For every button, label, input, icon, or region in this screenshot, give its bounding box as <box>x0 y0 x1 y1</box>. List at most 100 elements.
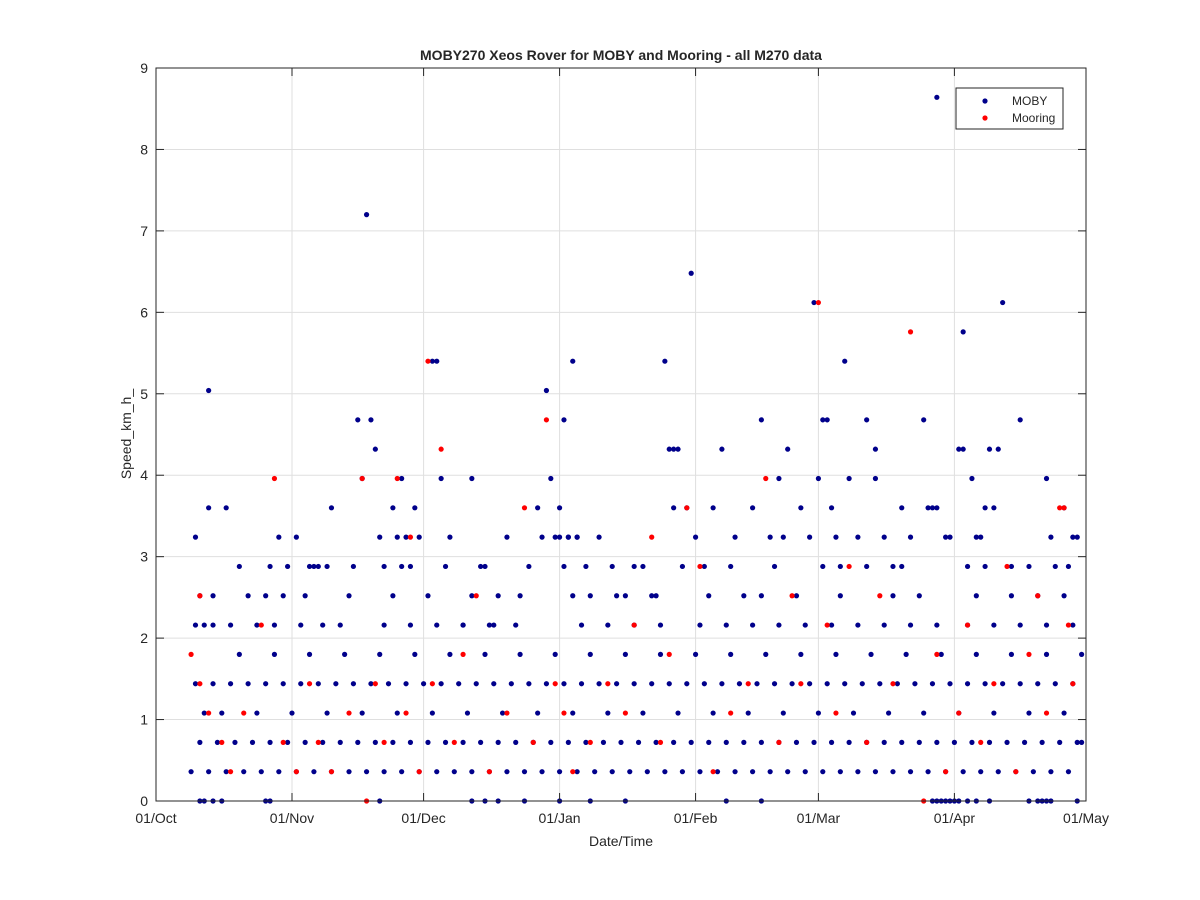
mooring-point <box>728 710 734 716</box>
moby-point <box>289 710 295 716</box>
moby-point <box>697 769 703 775</box>
moby-point <box>276 769 282 775</box>
moby-point <box>570 710 576 716</box>
moby-point <box>210 622 216 628</box>
moby-point <box>596 681 602 687</box>
mooring-point <box>657 739 664 745</box>
mooring-point <box>877 593 883 599</box>
mooring-point <box>451 739 457 745</box>
mooring-point <box>359 475 365 482</box>
moby-point <box>390 593 396 599</box>
series-mooring <box>188 299 1076 804</box>
mooring-point <box>570 769 576 775</box>
mooring-point <box>763 475 769 482</box>
moby-point <box>811 739 817 745</box>
moby-point <box>434 622 440 628</box>
mooring-point <box>605 681 611 687</box>
moby-point <box>377 651 383 658</box>
moby-point <box>732 534 738 540</box>
moby-point <box>855 622 861 628</box>
moby-point <box>934 622 940 628</box>
moby-point <box>859 681 865 687</box>
moby-point <box>960 446 966 452</box>
moby-point <box>306 651 313 658</box>
moby-point <box>736 681 743 687</box>
moby-point <box>320 622 326 628</box>
mooring-point <box>280 739 286 745</box>
moby-point <box>921 417 927 423</box>
moby-point <box>828 739 835 745</box>
moby-point <box>521 769 528 775</box>
moby-point <box>271 622 278 628</box>
moby-point <box>271 651 278 658</box>
moby-point <box>394 710 400 716</box>
moby-point <box>460 622 466 628</box>
moby-point <box>447 651 453 658</box>
mooring-point <box>943 769 949 775</box>
moby-point <box>855 769 861 775</box>
mooring-point <box>815 299 822 306</box>
moby-point <box>192 622 199 628</box>
mooring-point <box>561 710 567 716</box>
moby-point <box>802 622 808 628</box>
moby-point <box>982 505 988 511</box>
moby-point <box>771 681 778 687</box>
moby-point <box>1004 739 1010 745</box>
moby-point <box>469 769 475 775</box>
moby-point <box>363 212 370 218</box>
x-tick-label: 01/Apr <box>934 810 976 826</box>
moby-point <box>219 710 225 716</box>
moby-point <box>504 534 510 540</box>
moby-point <box>469 593 475 599</box>
data-points <box>188 94 1085 804</box>
moby-point <box>552 534 558 540</box>
moby-point <box>285 739 291 745</box>
moby-point <box>438 475 444 482</box>
moby-point <box>995 446 1001 452</box>
moby-point <box>210 681 216 687</box>
moby-point <box>583 563 589 570</box>
moby-point <box>982 681 988 687</box>
moby-point <box>802 769 808 775</box>
moby-point <box>214 739 221 745</box>
moby-point <box>885 710 892 716</box>
moby-point <box>587 651 593 658</box>
moby-point <box>236 563 242 570</box>
moby-point <box>1039 739 1045 745</box>
moby-point <box>903 651 909 658</box>
x-axis-label: Date/Time <box>589 833 653 849</box>
moby-point <box>1048 769 1054 775</box>
moby-point <box>916 593 922 599</box>
moby-point <box>907 534 914 540</box>
moby-point <box>407 739 414 745</box>
mooring-point <box>346 710 352 716</box>
mooring-point <box>798 681 804 687</box>
moby-point <box>570 593 576 599</box>
moby-point <box>368 417 374 423</box>
moby-point <box>881 739 887 745</box>
mooring-point <box>1070 681 1076 687</box>
x-tick-label: 01/Oct <box>135 810 176 826</box>
moby-point <box>828 622 835 628</box>
moby-point <box>666 681 672 687</box>
moby-point <box>258 769 264 775</box>
mooring-point <box>197 681 203 687</box>
mooring-point <box>649 534 655 540</box>
moby-point <box>956 446 962 452</box>
moby-point <box>899 505 905 511</box>
moby-point <box>951 739 958 745</box>
moby-point <box>227 681 234 687</box>
legend-mooring-label: Mooring <box>1012 111 1055 125</box>
moby-point <box>833 651 839 658</box>
moby-point <box>868 651 874 658</box>
moby-point <box>820 769 826 775</box>
moby-point <box>403 534 409 540</box>
moby-point <box>1008 593 1015 599</box>
mooring-point <box>907 329 914 335</box>
moby-point <box>1017 681 1023 687</box>
moby-point <box>622 651 628 658</box>
moby-point <box>973 651 979 658</box>
moby-point <box>837 563 843 570</box>
moby-point <box>618 739 624 745</box>
